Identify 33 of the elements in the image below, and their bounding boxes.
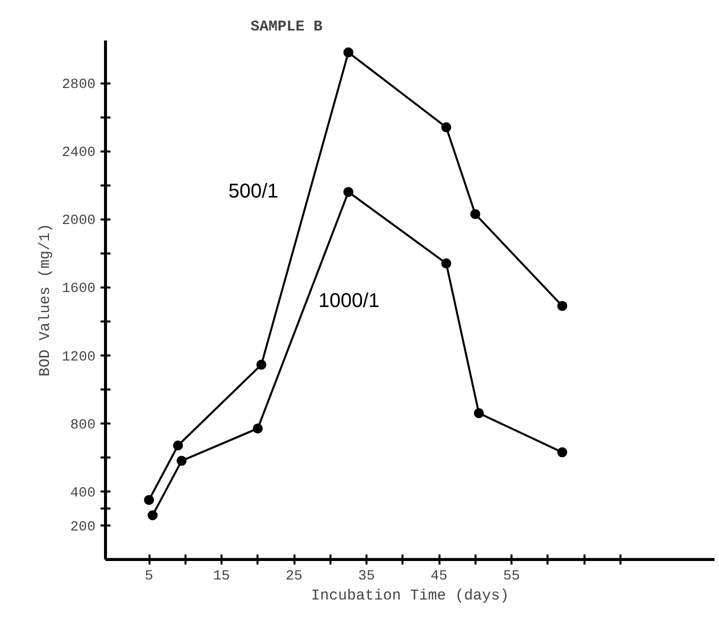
series-label: 500/1	[228, 180, 278, 202]
point	[474, 408, 484, 418]
y-tick-label: 1600	[62, 281, 96, 298]
y-axis-title: BOD Values (mg/1)	[36, 223, 54, 377]
x-tick-label: 25	[286, 568, 302, 584]
x-tick-label: 35	[358, 568, 375, 584]
point	[252, 423, 263, 434]
y-tick-label: 800	[70, 417, 96, 434]
x-axis-title: Incubation Time (days)	[310, 588, 510, 604]
series-label: 1000/1	[318, 290, 380, 312]
point	[343, 186, 354, 197]
point	[256, 360, 266, 370]
point	[470, 209, 480, 220]
chart-title: SAMPLE B	[250, 18, 323, 36]
x-tick-label: 15	[213, 568, 230, 584]
point	[173, 440, 183, 450]
y-tick-label: 1200	[62, 349, 96, 366]
point	[557, 447, 568, 458]
x-tick-label: 5	[144, 568, 154, 584]
y-tick-label: 400	[70, 485, 96, 502]
point	[343, 47, 354, 58]
point	[441, 258, 452, 268]
y-tick-label: 200	[70, 519, 96, 536]
x-tick-label: 55	[503, 568, 520, 584]
point	[176, 456, 187, 466]
y-tick-label: 2000	[62, 213, 96, 230]
x-tick-label: 45	[430, 568, 448, 584]
point	[441, 122, 452, 132]
y-tick-label: 2400	[62, 145, 96, 162]
point	[148, 510, 158, 520]
y-tick-label: 2800	[62, 77, 96, 94]
point	[557, 300, 568, 311]
point	[144, 494, 154, 505]
